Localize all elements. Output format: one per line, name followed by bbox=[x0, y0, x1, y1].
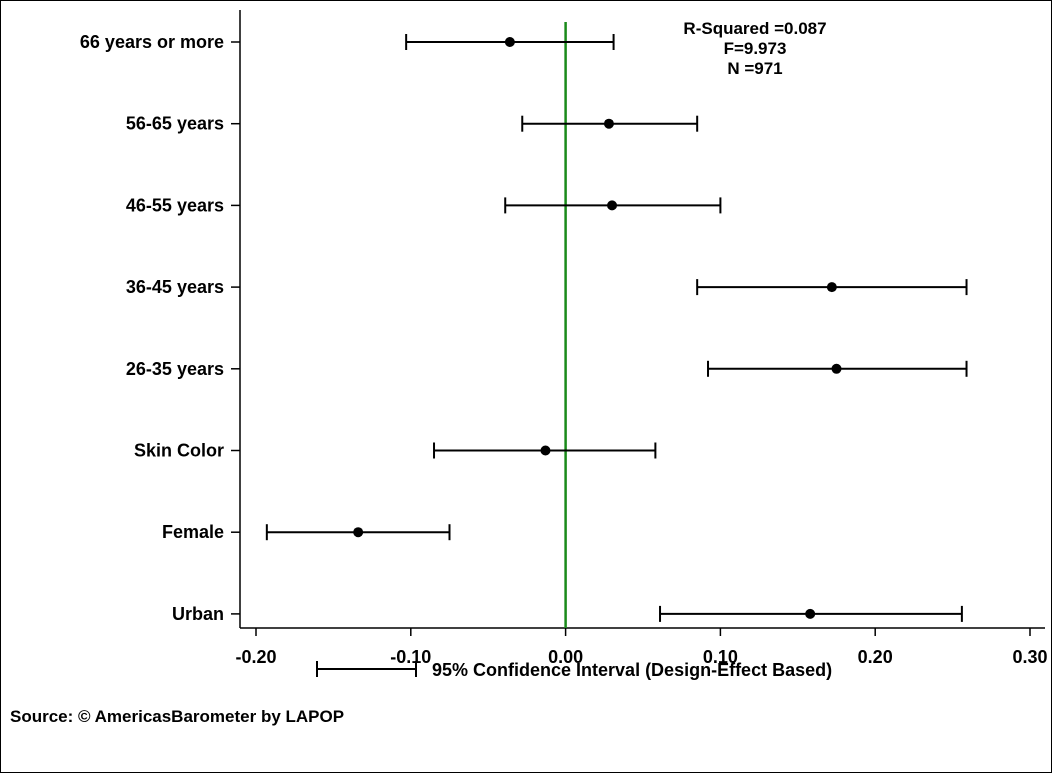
point-estimate bbox=[540, 445, 551, 456]
error-bar-skin-color bbox=[433, 442, 657, 459]
x-tick-label: -0.10 bbox=[390, 647, 431, 667]
y-tick-label: Urban bbox=[172, 604, 224, 624]
error-bar-66-years-or-more bbox=[405, 34, 615, 50]
legend-label: 95% Confidence Interval (Design-Effect B… bbox=[432, 660, 832, 680]
point-estimate bbox=[603, 118, 614, 129]
y-tick-label: 26-35 years bbox=[126, 359, 224, 379]
source-note: Source: © AmericasBarometer by LAPOP bbox=[10, 707, 344, 726]
y-tick-label: Female bbox=[162, 522, 224, 542]
y-tick-label: 36-45 years bbox=[126, 277, 224, 297]
point-estimate bbox=[607, 200, 618, 211]
point-estimate bbox=[805, 608, 816, 619]
stat-n: N =971 bbox=[727, 59, 782, 78]
stat-f: F=9.973 bbox=[724, 39, 787, 58]
x-tick-label: 0.30 bbox=[1012, 647, 1047, 667]
x-tick-label: 0.10 bbox=[703, 647, 738, 667]
legend: 95% Confidence Interval (Design-Effect B… bbox=[316, 660, 832, 680]
y-tick-label: 66 years or more bbox=[80, 32, 224, 52]
point-estimate bbox=[826, 282, 837, 293]
error-bar-26-35-years bbox=[707, 360, 968, 377]
error-bar-urban bbox=[659, 605, 963, 622]
error-bar-56-65-years bbox=[521, 115, 699, 132]
stat-r-squared: R-Squared =0.087 bbox=[683, 19, 826, 38]
point-estimate bbox=[831, 363, 842, 374]
y-axis: 66 years or more 56-65 years 46-55 years 36… bbox=[80, 10, 241, 628]
stats-box: R-Squared =0.087 F=9.973 N =971 bbox=[683, 19, 826, 78]
error-bar-female bbox=[265, 524, 451, 541]
error-bar-46-55-years bbox=[504, 197, 722, 214]
x-tick-label: 0.20 bbox=[858, 647, 893, 667]
x-tick-label: 0.00 bbox=[548, 647, 583, 667]
point-estimate bbox=[353, 527, 364, 538]
x-tick-label: -0.20 bbox=[235, 647, 276, 667]
y-tick-label: 56-65 years bbox=[126, 114, 224, 134]
y-tick-label: Skin Color bbox=[134, 441, 224, 461]
error-bar-36-45-years bbox=[696, 279, 968, 296]
error-bars bbox=[265, 34, 968, 622]
x-axis: -0.20 -0.10 0.00 0.10 0.20 0.30 bbox=[235, 627, 1048, 667]
point-estimate bbox=[504, 37, 515, 47]
y-tick-label: 46-55 years bbox=[126, 195, 224, 215]
